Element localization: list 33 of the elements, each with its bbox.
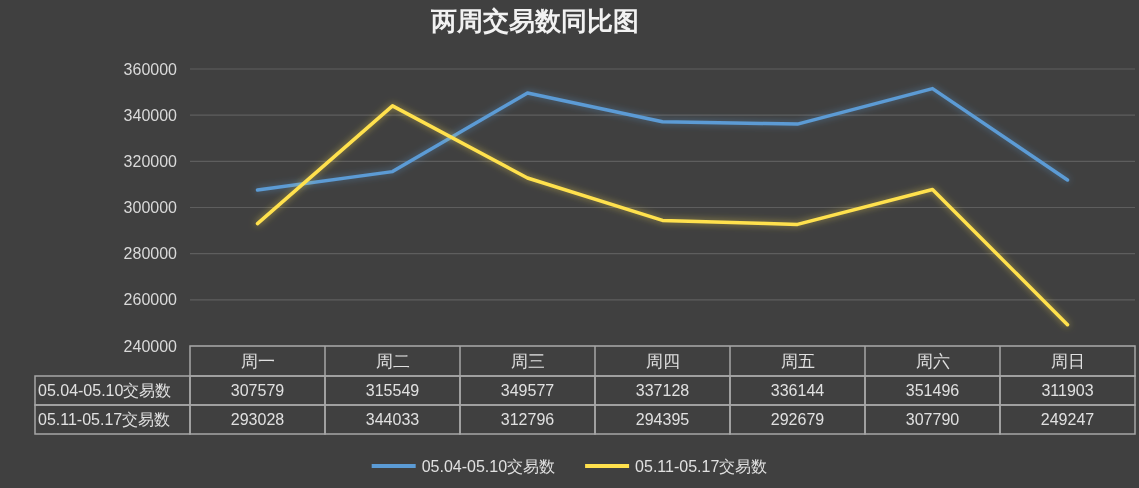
data-label: 312796 [500,411,555,428]
text: 05.11-05.17交易数 [38,411,171,428]
data-label: 294395 [635,411,690,428]
legend-label: 05.04-05.10交易数 [421,457,556,475]
data-label: 351496 [905,382,960,399]
chart-title: 两周交易数同比图 [430,7,640,36]
x-tick-label: 周四 [645,351,680,371]
y-tick-label: 320000 [123,152,178,170]
x-tick-label: 周五 [780,351,815,371]
x-tick-label: 周三 [510,351,545,371]
data-label: 249247 [1040,411,1095,428]
text: 05.04-05.10交易数 [38,382,172,399]
data-label: 349577 [500,382,555,399]
x-tick-label: 周一 [240,351,275,371]
data-label: 315549 [365,382,420,399]
y-tick-label: 240000 [123,337,178,355]
data-label: 307579 [230,382,285,399]
data-label: 336144 [770,382,825,399]
y-tick-label: 260000 [123,291,178,309]
legend-label: 05.11-05.17交易数 [635,457,768,475]
y-tick-label: 280000 [123,245,178,263]
data-label: 311903 [1041,382,1094,399]
x-tick-label: 周日 [1050,351,1085,371]
x-tick-label: 周二 [375,351,410,371]
x-tick-label: 周六 [915,351,950,371]
y-tick-label: 300000 [123,199,178,216]
data-label: 344033 [365,411,420,428]
y-tick-label: 360000 [123,60,178,78]
data-label: 307790 [905,411,960,428]
data-label: 337128 [635,382,690,399]
y-tick-label: 340000 [123,106,178,124]
data-label: 293028 [230,411,285,428]
data-label: 292679 [770,411,825,428]
